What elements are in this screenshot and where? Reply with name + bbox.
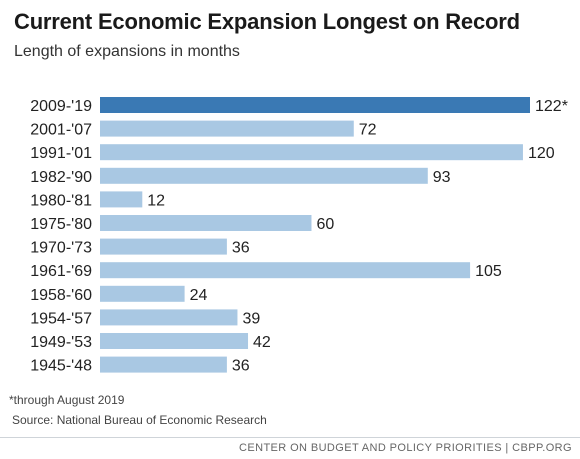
value-label: 42 [253, 334, 271, 351]
category-label: 1991-'01 [30, 145, 92, 162]
category-label: 1970-'73 [30, 240, 92, 257]
footer-divider [0, 437, 580, 438]
bar [100, 215, 312, 231]
bar [100, 144, 523, 161]
chart-title: Current Economic Expansion Longest on Re… [14, 9, 520, 34]
bar [100, 120, 354, 137]
category-label: 1949-'53 [30, 334, 92, 351]
bar [100, 333, 249, 349]
chart-subtitle: Length of expansions in months [14, 43, 240, 60]
value-label: 105 [475, 263, 502, 280]
footnote: *through August 2019 [9, 393, 125, 407]
category-label: 1982-'90 [30, 169, 92, 186]
category-label: 1945-'48 [30, 358, 92, 375]
category-label: 1958-'60 [30, 287, 92, 304]
bar [100, 238, 227, 255]
category-label: 1961-'69 [30, 263, 92, 280]
category-label: 1954-'57 [30, 310, 92, 327]
value-label: 36 [232, 358, 250, 375]
value-label: 24 [190, 287, 208, 304]
bar-chart: 2009-'19 122* 2001-'07 72 1991-'01 120 1982-'9… [30, 97, 568, 375]
value-label: 12 [147, 192, 165, 209]
bar [100, 191, 143, 208]
value-label: 36 [232, 240, 250, 257]
bar [100, 356, 227, 373]
source-note: Source: National Bureau of Economic Rese… [12, 413, 267, 427]
bar [100, 97, 530, 113]
value-label: 93 [433, 169, 451, 186]
category-label: 2009-'19 [30, 98, 92, 115]
bar [100, 167, 428, 184]
category-label: 2001-'07 [30, 122, 92, 139]
value-label: 72 [359, 122, 377, 139]
bar [100, 262, 471, 279]
bar [100, 285, 185, 302]
value-label: 122* [535, 98, 568, 115]
value-label: 39 [242, 310, 260, 327]
value-label: 60 [316, 216, 334, 233]
footer-credit: CENTER ON BUDGET AND POLICY PRIORITIES |… [239, 442, 572, 454]
bar [100, 309, 238, 326]
category-label: 1975-'80 [30, 216, 92, 233]
value-label: 120 [528, 145, 555, 162]
category-label: 1980-'81 [30, 192, 92, 209]
